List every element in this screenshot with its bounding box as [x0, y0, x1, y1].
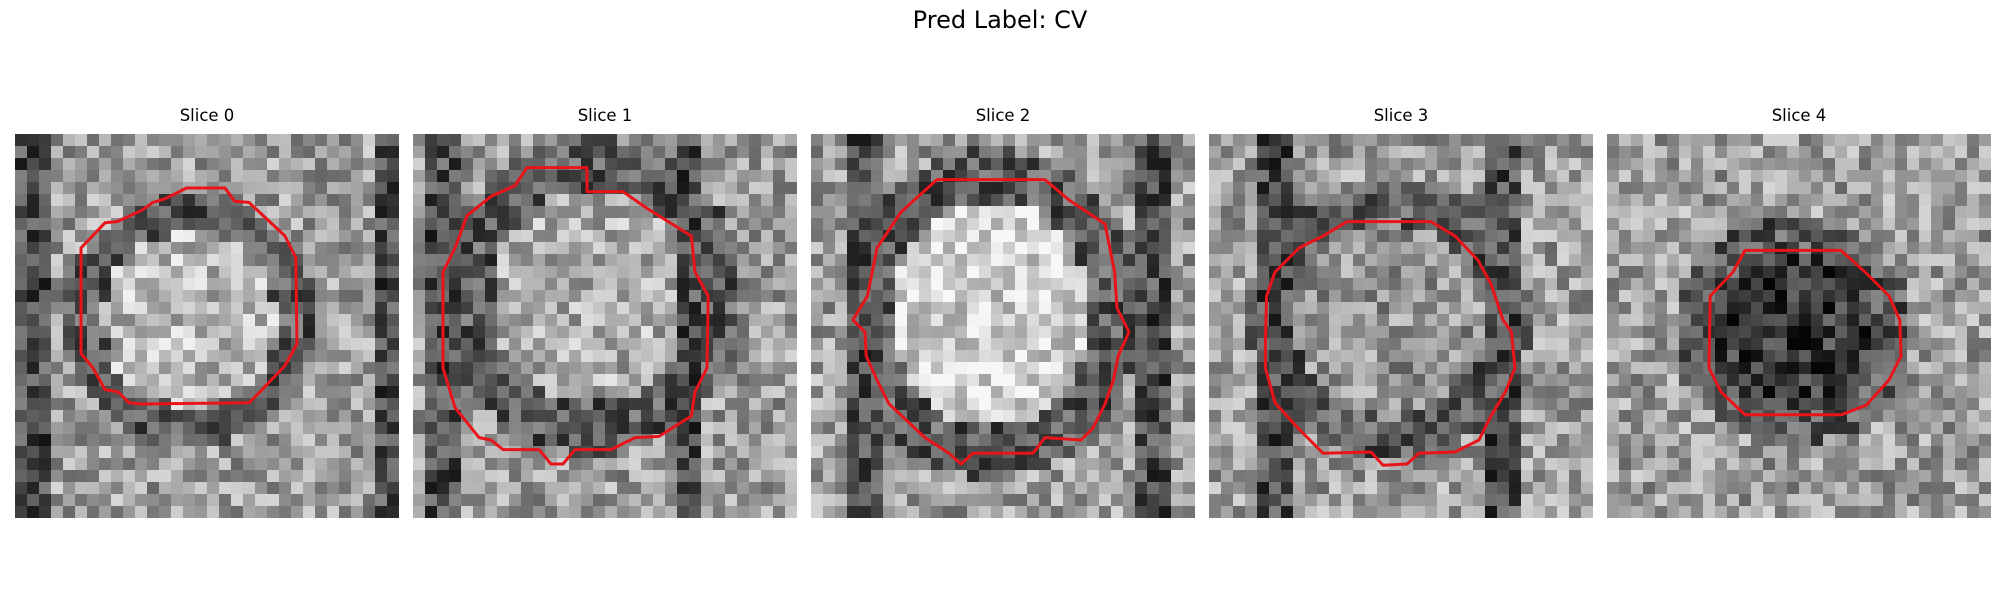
- slice-3-contour: [1263, 220, 1517, 467]
- slice-4-image: [1607, 134, 1991, 518]
- slice-1-title: Slice 1: [577, 106, 633, 125]
- slice-0-image: [15, 134, 399, 518]
- slice-1-pixels: [413, 134, 797, 518]
- slice-4-contour: [1707, 248, 1903, 417]
- slice-2-pixels: [811, 134, 1195, 518]
- slice-3-pixels: [1209, 134, 1593, 518]
- slice-4-title: Slice 4: [1771, 106, 1827, 125]
- slice-3-title: Slice 3: [1373, 106, 1429, 125]
- slice-2-image: [811, 134, 1195, 518]
- slice-0-title: Slice 0: [179, 106, 235, 125]
- slice-1-contour: [441, 166, 710, 466]
- slice-2-title: Slice 2: [975, 106, 1031, 125]
- slice-4-pixels: [1607, 134, 1991, 518]
- slice-0-contour: [79, 186, 299, 406]
- slice-3-image: [1209, 134, 1593, 518]
- figure-title: Pred Label: CV: [912, 6, 1088, 34]
- slice-0-pixels: [15, 134, 399, 518]
- slice-2-contour: [851, 178, 1131, 466]
- slice-1-image: [413, 134, 797, 518]
